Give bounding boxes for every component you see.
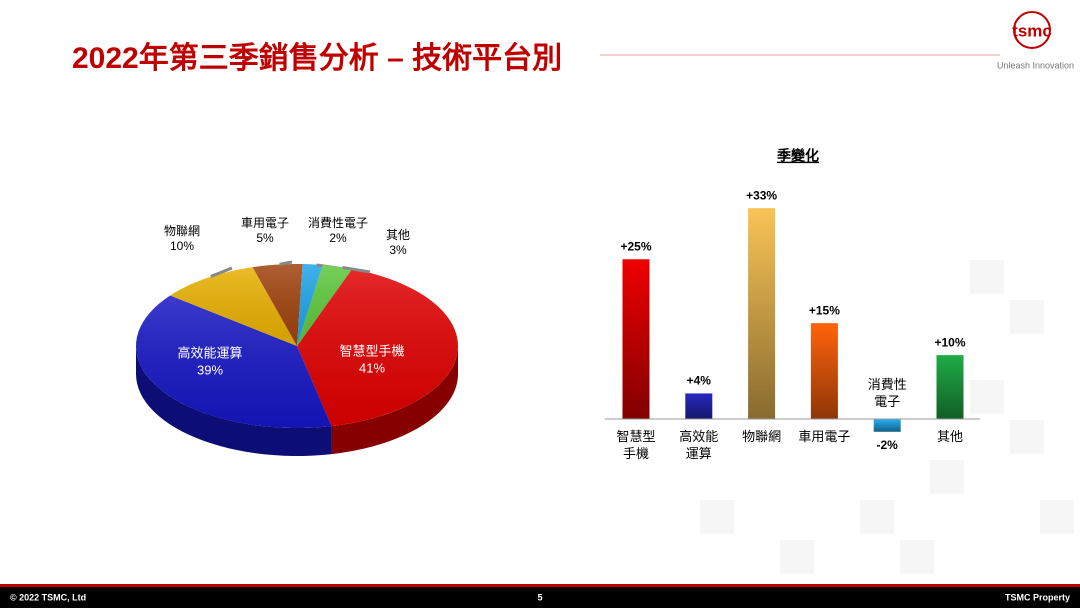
tagline: Unleash Innovation [997, 60, 1074, 70]
footer-left: © 2022 TSMC, Ltd [10, 592, 86, 602]
slice-sheen [252, 264, 303, 346]
slice-label: 高效能運算 [177, 345, 242, 360]
bar [873, 419, 901, 432]
slice-value: 5% [256, 231, 274, 245]
x-tick-label: 其他 [937, 429, 963, 444]
footer-rule [0, 584, 1080, 587]
bar [622, 259, 650, 419]
footer-bar [0, 587, 1080, 608]
slice-sheen [136, 295, 332, 428]
pie-slice [170, 267, 297, 346]
slide-title: 2022年第三季銷售分析 – 技術平台別 [72, 41, 562, 75]
bar-value-label: +33% [746, 188, 777, 202]
x-tick-label: 高效能運算 [679, 429, 718, 461]
bar-value-label: +4% [687, 374, 712, 388]
pie-slice [136, 295, 332, 456]
slice-sheen [297, 264, 323, 346]
slice-sheen [297, 268, 458, 427]
slice-label: 智慧型手機 [339, 343, 404, 358]
slice-side [331, 346, 458, 455]
footer-right: TSMC Property [1005, 592, 1070, 602]
logo: tsmc [1012, 21, 1052, 40]
bar [748, 208, 776, 419]
slice-value: 2% [329, 231, 347, 245]
bar [810, 323, 838, 419]
leader-line [279, 260, 293, 266]
slice-value: 3% [389, 243, 407, 257]
bar-value-label: +15% [809, 303, 840, 317]
x-tick-label: 物聯網 [742, 429, 781, 444]
bar-value-label: +10% [934, 335, 965, 349]
slice-label: 車用電子 [241, 216, 289, 230]
slice-label: 其他 [386, 228, 410, 242]
pie-slice [297, 265, 353, 346]
leader-line [210, 266, 233, 278]
slice-sheen [297, 265, 353, 346]
x-tick-label: 車用電子 [798, 429, 850, 444]
pie-slice [297, 268, 458, 455]
slice-sheen [170, 267, 297, 346]
bar [936, 355, 964, 419]
x-tick-label: 消費性電子 [868, 377, 907, 409]
logo-ring [1013, 11, 1051, 49]
slice-value: 41% [359, 360, 385, 375]
pie-slice [252, 264, 303, 346]
bar-value-label: +25% [620, 239, 651, 253]
page-number: 5 [537, 592, 542, 602]
leader-line [342, 265, 371, 274]
bar [685, 393, 713, 419]
bar-chart-title: 季變化 [776, 148, 819, 164]
pie-slice [297, 264, 323, 346]
slice-label: 消費性電子 [308, 215, 368, 230]
x-tick-label: 智慧型手機 [616, 429, 655, 461]
decor-squares [700, 260, 1074, 574]
slice-side [136, 346, 332, 456]
slice-value: 39% [197, 362, 223, 377]
bar-value-label: -2% [877, 438, 899, 452]
slice-value: 10% [170, 239, 194, 253]
slice-label: 物聯網 [164, 224, 200, 238]
